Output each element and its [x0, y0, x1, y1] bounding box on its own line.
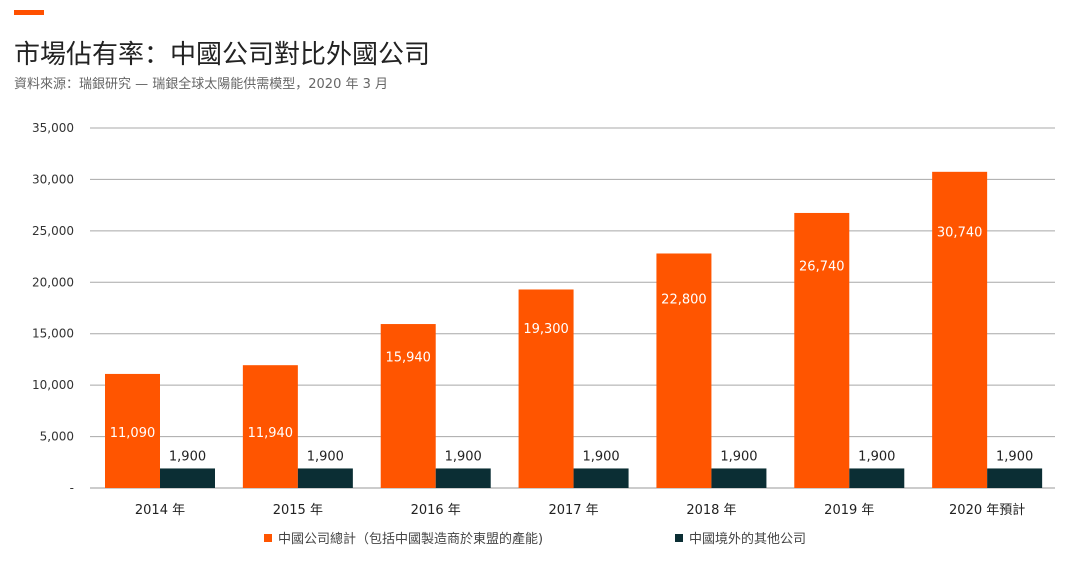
bar-chinese [794, 212, 850, 488]
y-tick-label: 20,000 [32, 275, 74, 289]
y-tick-label: - [70, 481, 74, 495]
legend-swatch-foreign [675, 533, 683, 542]
legend-item-foreign: 中國境外的其他公司 [675, 528, 806, 547]
bar-chinese [932, 171, 988, 488]
bar-foreign [297, 468, 353, 488]
data-label-chinese: 22,800 [661, 293, 707, 308]
y-tick-label: 5,000 [40, 430, 74, 444]
bar-chinese [656, 253, 712, 488]
bar-foreign [435, 468, 491, 488]
bar-foreign [711, 468, 767, 488]
x-tick-label: 2018 年 [686, 503, 736, 518]
y-tick-label: 30,000 [32, 172, 74, 186]
x-tick-label: 2014 年 [135, 503, 185, 518]
bar-chinese [242, 365, 298, 488]
accent-bar [14, 10, 44, 15]
data-label-chinese: 26,740 [799, 259, 845, 274]
y-tick-label: 25,000 [32, 224, 74, 238]
bar-chinese [518, 289, 574, 488]
data-label-chinese: 15,940 [385, 351, 431, 366]
x-tick-label: 2020 年預計 [949, 502, 1025, 518]
data-label-foreign: 1,900 [445, 449, 482, 464]
data-label-chinese: 30,740 [937, 226, 983, 241]
legend-swatch-chinese [264, 533, 272, 542]
legend-item-chinese: 中國公司總計（包括中國製造商於東盟的產能) [264, 528, 543, 547]
legend-label-chinese: 中國公司總計（包括中國製造商於東盟的產能) [278, 532, 544, 547]
y-tick-label: 10,000 [32, 378, 74, 392]
bar-chinese [380, 324, 436, 488]
x-tick-label: 2019 年 [824, 503, 874, 518]
x-tick-label: 2016 年 [411, 503, 461, 518]
data-label-foreign: 1,900 [720, 449, 757, 464]
chart-source: 資料來源：瑞銀研究 — 瑞銀全球太陽能供需模型，2020 年 3 月 [14, 77, 389, 92]
y-tick-label: 35,000 [32, 121, 74, 135]
data-label-foreign: 1,900 [169, 449, 206, 464]
data-label-foreign: 1,900 [858, 449, 895, 464]
legend-label-foreign: 中國境外的其他公司 [689, 532, 807, 547]
bar-foreign [987, 468, 1043, 488]
bar-foreign [160, 468, 215, 488]
data-label-chinese: 19,300 [523, 322, 569, 337]
data-label-chinese: 11,090 [110, 426, 156, 441]
data-label-chinese: 11,940 [248, 426, 294, 441]
x-tick-label: 2015 年 [273, 503, 323, 518]
page-title: 市場佔有率：中國公司對比外國公司 [14, 40, 431, 70]
y-tick-label: 15,000 [32, 327, 74, 341]
bar-chinese [105, 373, 160, 488]
data-label-foreign: 1,900 [996, 449, 1033, 464]
x-tick-label: 2017 年 [548, 503, 598, 518]
bar-foreign [849, 468, 905, 488]
data-label-foreign: 1,900 [307, 449, 344, 464]
data-label-foreign: 1,900 [582, 449, 619, 464]
bar-foreign [573, 468, 629, 488]
